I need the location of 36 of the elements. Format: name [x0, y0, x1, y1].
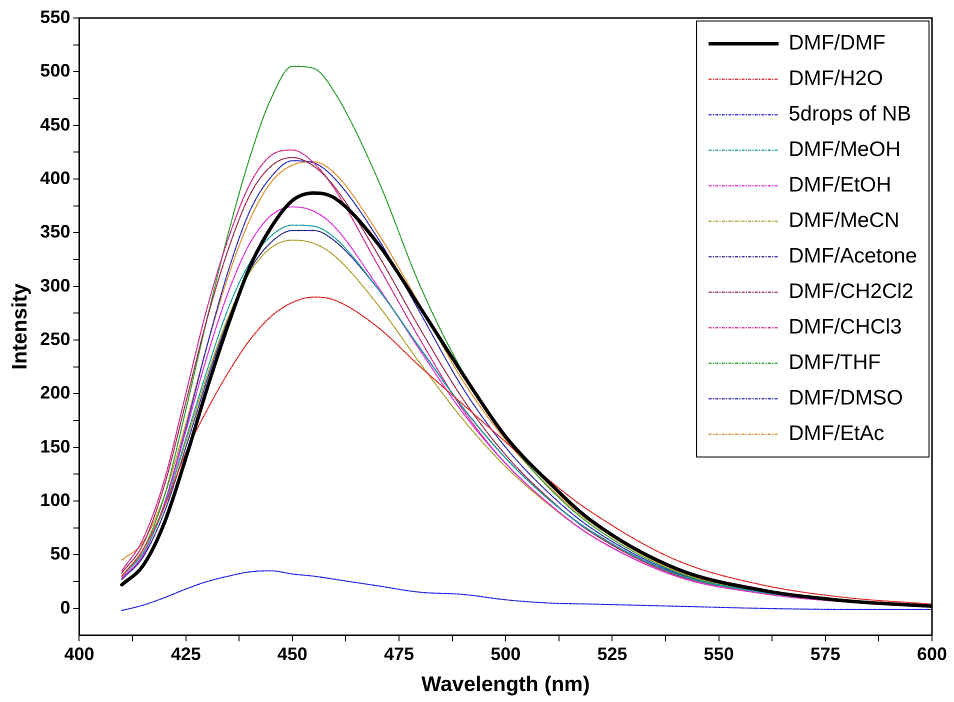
y-tick-label: 200	[40, 382, 70, 403]
line-series	[121, 570, 932, 612]
x-tick-label: 400	[64, 644, 94, 664]
x-tick-label: 525	[597, 644, 628, 664]
y-tick-label: 450	[40, 114, 70, 134]
y-tick-label: 250	[40, 328, 70, 349]
x-tick-label: 600	[916, 644, 948, 664]
legend-label: DMF/CH2Cl2	[788, 280, 914, 304]
legend-label: DMF/EtOH	[788, 174, 892, 197]
x-tick-label: 550	[704, 644, 734, 664]
legend-label: DMF/EtAc	[788, 422, 884, 446]
legend-label: DMF/THF	[788, 351, 881, 374]
y-tick-label: 100	[40, 490, 70, 510]
legend-label: DMF/H2O	[788, 67, 884, 90]
y-tick-label: 550	[40, 6, 70, 27]
y-tick-label: 500	[40, 60, 70, 81]
y-tick-label: 0	[60, 597, 70, 618]
legend-label: DMF/DMSO	[788, 386, 903, 410]
x-tick-label: 500	[490, 644, 521, 664]
x-tick-label: 475	[384, 644, 414, 664]
y-tick-label: 300	[40, 275, 70, 296]
y-tick-label: 350	[40, 222, 70, 242]
legend-label: DMF/CHCl3	[788, 316, 902, 339]
legend-label: DMF/Acetone	[788, 244, 918, 268]
legend-label: DMF/MeCN	[788, 209, 900, 232]
legend-label: DMF/DMF	[788, 32, 886, 55]
x-tick-label: 450	[277, 644, 308, 664]
legend-label: 5drops of NB	[788, 102, 912, 126]
legend-label: DMF/MeOH	[788, 138, 901, 162]
y-axis-title: Intensity	[8, 283, 32, 370]
x-axis-title: Wavelength (nm)	[421, 673, 590, 696]
y-tick-label: 150	[40, 436, 70, 456]
x-tick-label: 575	[810, 644, 840, 664]
x-tick-label: 425	[170, 644, 201, 664]
y-tick-label: 50	[50, 544, 70, 564]
y-tick-label: 400	[40, 168, 70, 188]
